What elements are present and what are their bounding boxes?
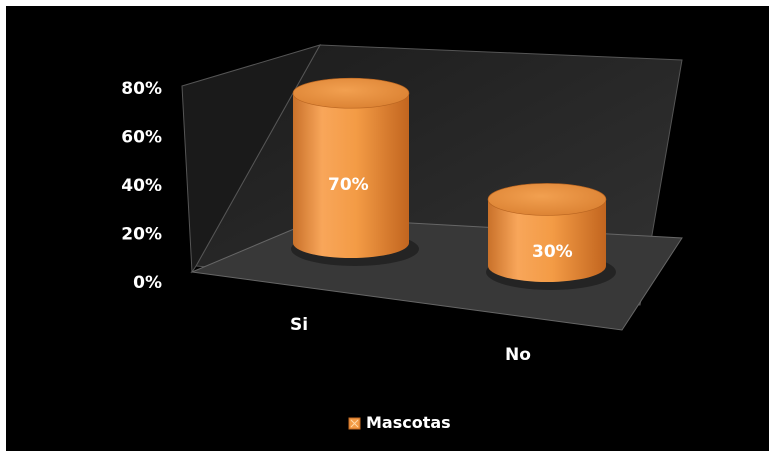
legend: Mascotas — [348, 413, 451, 432]
cylinder-bar — [291, 77, 419, 266]
cylinder-bar — [486, 183, 616, 290]
y-tick-label: 60% — [121, 128, 162, 148]
cylinders — [291, 77, 616, 290]
bar-body — [293, 93, 409, 258]
y-tick-label: 0% — [133, 273, 162, 293]
legend-label: Mascotas — [366, 413, 451, 432]
legend-swatch-mark — [350, 419, 359, 428]
x-tick-label: No — [505, 345, 531, 365]
x-tick-label: Si — [290, 315, 308, 335]
y-tick-label: 80% — [121, 79, 162, 99]
bar-body — [488, 199, 606, 282]
data-label: 30% — [532, 242, 573, 262]
data-label: 70% — [328, 175, 369, 195]
y-axis: 0% 20% 40% 60% 80% — [121, 79, 162, 293]
data-labels: 70% 30% — [328, 175, 573, 262]
bar-top — [292, 77, 410, 109]
left-wall — [181, 44, 322, 274]
y-tick-label: 20% — [121, 225, 162, 245]
bar-top — [487, 183, 607, 216]
y-tick-label: 40% — [121, 176, 162, 196]
x-axis: Si No — [290, 315, 531, 365]
